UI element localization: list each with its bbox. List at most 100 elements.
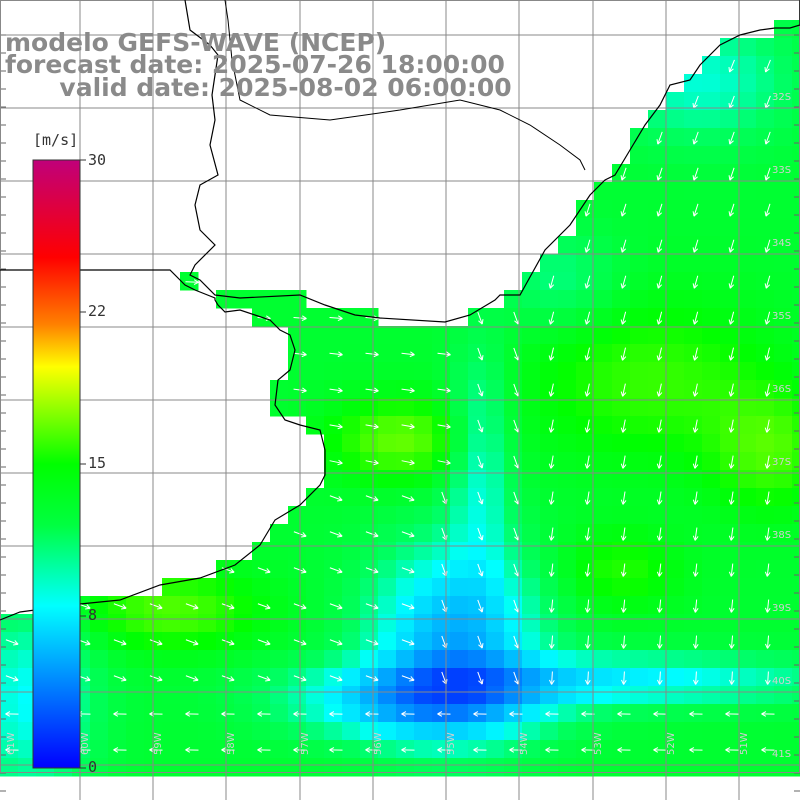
field-cell [594,326,613,345]
field-cell [540,758,559,777]
field-cell [792,614,800,633]
field-cell [486,650,505,669]
field-cell [648,326,667,345]
field-cell [450,704,469,723]
field-cell [252,578,271,597]
field-cell [684,704,703,723]
field-cell [558,434,577,453]
field-cell [450,596,469,615]
field-cell [684,506,703,525]
field-cell [234,578,253,597]
field-cell [666,704,685,723]
field-cell [648,416,667,435]
field-cell [252,704,271,723]
field-cell [360,614,379,633]
field-cell [558,596,577,615]
field-cell [468,614,487,633]
field-cell [270,722,289,741]
field-cell [486,344,505,363]
field-cell [720,74,739,93]
field-cell [594,560,613,579]
field-cell [792,524,800,543]
field-cell [630,434,649,453]
field-cell [648,524,667,543]
field-cell [738,236,757,255]
field-cell [720,488,739,507]
field-cell [738,416,757,435]
field-cell [486,524,505,543]
field-cell [378,416,397,435]
field-cell [450,524,469,543]
field-cell [450,632,469,651]
field-cell [612,614,631,633]
field-cell [468,380,487,399]
field-cell [216,614,235,633]
field-cell [558,506,577,525]
field-cell [666,578,685,597]
field-cell [630,542,649,561]
field-cell [468,506,487,525]
field-cell [666,344,685,363]
field-cell [684,416,703,435]
field-cell [342,686,361,705]
field-cell [792,434,800,453]
field-cell [486,740,505,759]
field-cell [360,506,379,525]
field-cell [468,650,487,669]
colorbar-unit: [m/s] [33,133,78,148]
field-cell [360,542,379,561]
field-cell [666,560,685,579]
field-cell [378,344,397,363]
field-cell [720,740,739,759]
field-cell [342,668,361,687]
lon-label: 61W [6,732,17,755]
field-cell [702,308,721,327]
field-cell [738,128,757,147]
field-cell [414,560,433,579]
field-cell [684,596,703,615]
field-cell [450,686,469,705]
field-cell [792,362,800,381]
field-cell [702,182,721,201]
field-cell [612,704,631,723]
field-cell [774,758,793,777]
field-cell [288,704,307,723]
field-cell [702,542,721,561]
field-cell [270,542,289,561]
field-cell [306,488,325,507]
field-cell [702,686,721,705]
lat-label: 40S [772,676,791,687]
field-cell [738,290,757,309]
field-cell [396,758,415,777]
field-cell [594,704,613,723]
field-cell [756,434,775,453]
field-cell [180,722,199,741]
field-cell [684,236,703,255]
field-cell [612,290,631,309]
field-cell [342,704,361,723]
field-cell [792,578,800,597]
field-cell [756,758,775,777]
field-cell [594,524,613,543]
field-cell [702,164,721,183]
field-cell [630,398,649,417]
field-cell [540,668,559,687]
field-cell [198,686,217,705]
field-cell [720,686,739,705]
field-cell [432,686,451,705]
field-cell [306,506,325,525]
field-cell [702,362,721,381]
field-cell [774,20,793,39]
field-cell [0,704,19,723]
field-cell [684,488,703,507]
field-cell [522,434,541,453]
field-cell [450,398,469,417]
field-cell [234,686,253,705]
field-cell [558,344,577,363]
field-cell [738,686,757,705]
field-cell [738,344,757,363]
field-cell [414,542,433,561]
field-cell [558,740,577,759]
field-cell [612,740,631,759]
field-cell [666,380,685,399]
